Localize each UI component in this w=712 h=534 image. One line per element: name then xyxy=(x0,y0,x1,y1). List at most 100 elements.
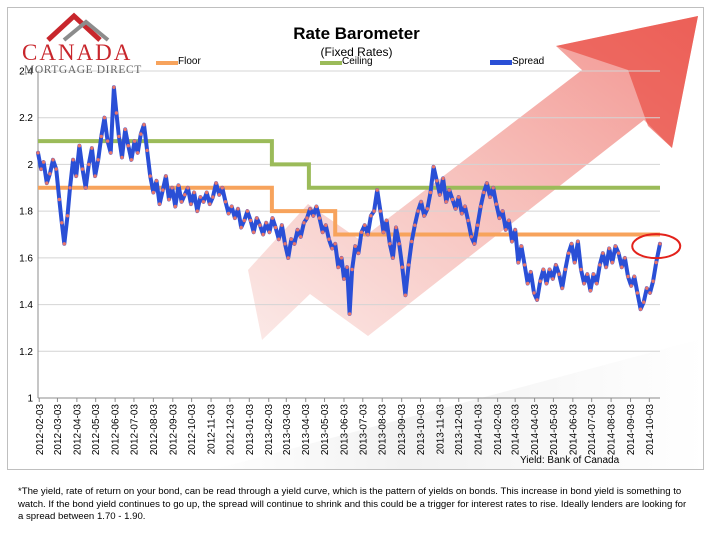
spread-point xyxy=(635,291,640,295)
spread-point xyxy=(363,223,367,227)
spread-point xyxy=(157,202,162,206)
spread-point xyxy=(286,256,290,260)
x-tick-label: 2014-03-03 xyxy=(511,404,522,456)
spread-point xyxy=(277,237,281,241)
spread-point xyxy=(469,235,473,239)
x-tick-label: 2014-09-03 xyxy=(626,404,637,456)
spread-point xyxy=(242,218,246,223)
x-tick-label: 2013-04-03 xyxy=(301,404,312,456)
spread-point xyxy=(450,197,455,202)
logo-subtitle: MORTGAGE DIRECT xyxy=(24,64,142,76)
spread-point xyxy=(532,291,536,295)
chart-subtitle: (Fixed Rates) xyxy=(320,45,393,59)
spread-point xyxy=(623,256,627,260)
spread-point xyxy=(394,225,398,230)
spread-point xyxy=(139,132,143,136)
spread-point xyxy=(457,195,461,199)
spread-point xyxy=(151,190,156,195)
spread-point xyxy=(350,267,354,272)
spread-point xyxy=(302,221,306,225)
floor-grid-area xyxy=(215,338,703,469)
spread-point xyxy=(422,214,426,218)
spread-point xyxy=(120,155,124,160)
spread-point xyxy=(167,197,171,202)
y-tick-label: 1.4 xyxy=(19,300,33,311)
spread-point xyxy=(522,263,527,267)
spread-point xyxy=(510,239,514,244)
spread-point xyxy=(255,216,259,220)
spread-point xyxy=(347,312,352,316)
x-tick-label: 2013-08-03 xyxy=(378,404,389,456)
spread-point xyxy=(463,204,467,209)
x-tick-label: 2014-02-03 xyxy=(493,404,504,456)
spread-point xyxy=(431,165,436,169)
spread-point xyxy=(516,260,520,265)
spread-point xyxy=(378,209,383,213)
x-tick-label: 2013-07-03 xyxy=(358,404,369,456)
spread-point xyxy=(547,267,552,272)
spread-point xyxy=(541,267,546,272)
spread-point xyxy=(226,211,231,216)
x-tick-label: 2012-08-03 xyxy=(149,404,160,456)
spread-point xyxy=(170,186,174,190)
spread-point xyxy=(497,216,502,220)
x-tick-label: 2012-04-03 xyxy=(72,404,83,456)
spread-point xyxy=(280,223,284,227)
x-tick-label: 2012-07-03 xyxy=(129,404,140,456)
x-tick-label: 2014-04-03 xyxy=(530,404,541,456)
spread-point xyxy=(176,183,181,188)
spread-point xyxy=(400,265,404,269)
spread-point xyxy=(585,272,589,276)
spread-point xyxy=(68,186,72,190)
spread-point xyxy=(648,291,652,295)
x-tick-label: 2012-03-03 xyxy=(53,404,64,456)
spread-point xyxy=(569,242,574,246)
x-tick-label: 2012-02-03 xyxy=(35,404,46,456)
spread-point xyxy=(538,279,542,283)
spread-point xyxy=(123,127,127,132)
spread-point xyxy=(317,216,322,220)
spread-point xyxy=(554,263,558,267)
spread-point xyxy=(375,188,379,192)
spread-point xyxy=(566,251,571,255)
spread-point xyxy=(460,211,464,216)
spread-point xyxy=(356,251,361,255)
spread-point xyxy=(453,207,458,211)
spread-point xyxy=(114,111,119,115)
spread-point xyxy=(308,207,312,211)
spread-point xyxy=(273,225,278,230)
spread-point xyxy=(201,200,206,204)
spread-point xyxy=(211,195,215,199)
spread-point xyxy=(560,286,564,290)
spread-point xyxy=(353,244,357,248)
spread-point xyxy=(126,144,130,148)
spread-point xyxy=(223,200,228,204)
legend-ceiling-swatch xyxy=(320,61,342,65)
spread-point xyxy=(132,139,137,143)
x-tick-label: 2013-12-03 xyxy=(454,404,465,456)
spread-point xyxy=(466,218,470,223)
spread-point xyxy=(616,251,621,255)
x-tick-label: 2012-09-03 xyxy=(168,404,179,456)
spread-point xyxy=(479,204,483,209)
x-tick-label: 2014-05-03 xyxy=(549,404,560,456)
spread-point xyxy=(77,144,82,148)
spread-point xyxy=(551,277,555,281)
spread-point xyxy=(488,195,492,199)
legend-spread-label: Spread xyxy=(512,56,545,67)
spread-point xyxy=(102,116,107,120)
x-tick-label: 2013-02-03 xyxy=(264,404,275,456)
spread-point xyxy=(214,181,218,185)
chart-frame: 1 1.2 1.4 1.6 1.8 2 2.2 2.4 2012-02-03 2012-03-03… xyxy=(7,7,704,470)
spread-point xyxy=(504,228,508,232)
spread-point xyxy=(419,200,423,204)
x-tick-label: 2013-11-03 xyxy=(435,404,446,455)
spread-point xyxy=(642,300,646,304)
spread-point xyxy=(529,270,533,274)
spread-point xyxy=(142,123,146,127)
spread-point xyxy=(87,162,91,167)
spread-point xyxy=(71,158,75,162)
spread-point xyxy=(381,230,386,234)
spread-point xyxy=(205,190,209,195)
spread-point xyxy=(629,284,633,288)
